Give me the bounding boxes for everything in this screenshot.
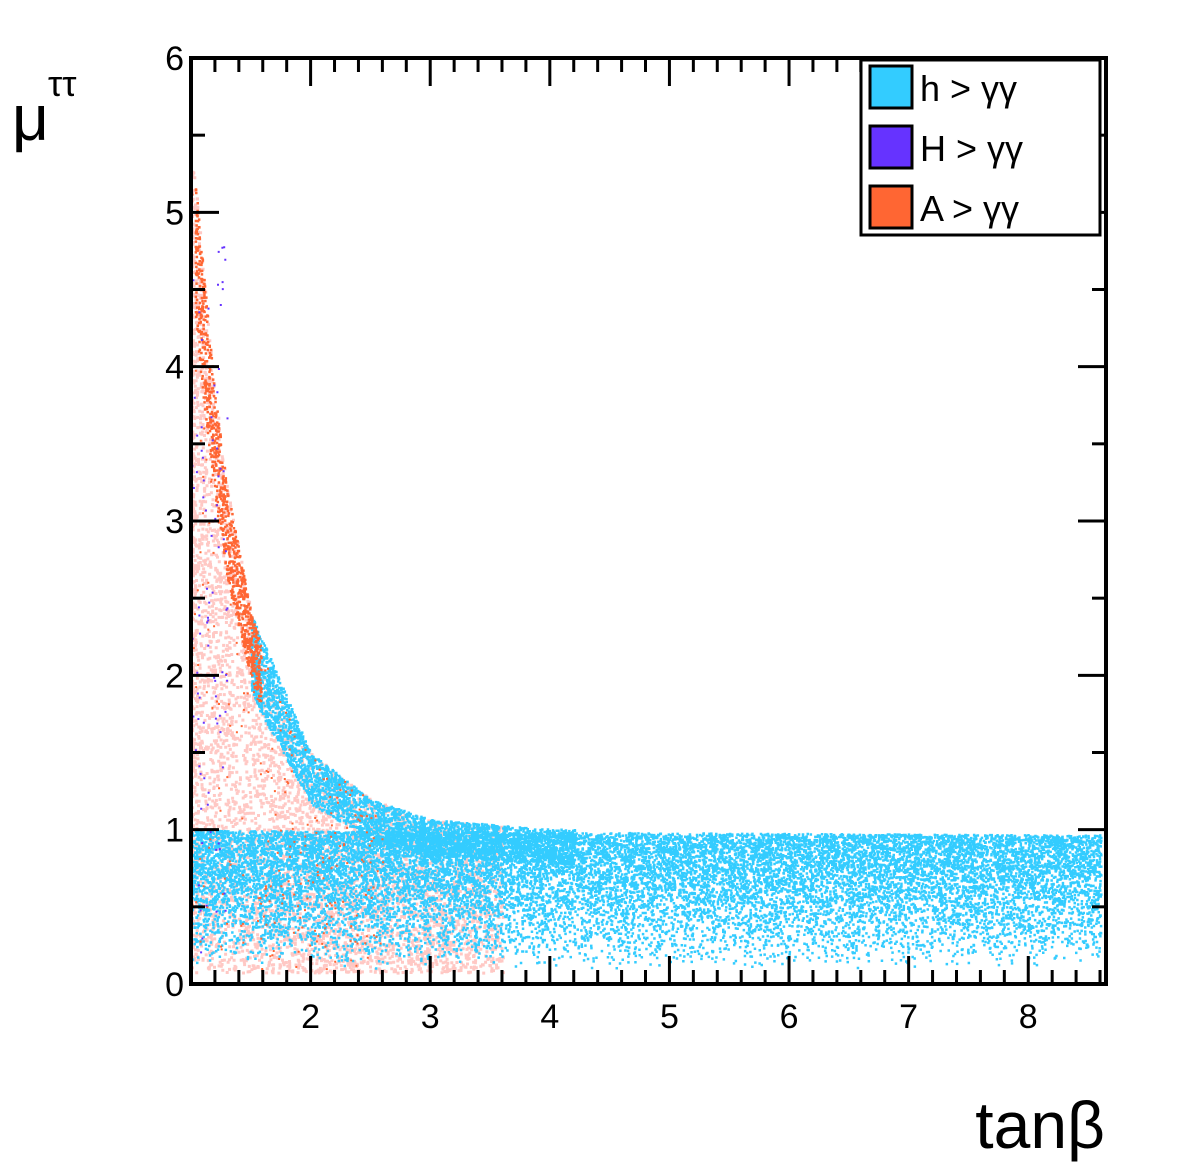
y-tick-label: 5 <box>165 194 184 232</box>
series-points-h <box>191 616 1103 970</box>
x-tick-label: 3 <box>421 998 440 1036</box>
tick-labels: 2 3 4 5 6 7 8 0 1 2 3 4 5 6 <box>165 40 1038 1036</box>
x-tick-label: 2 <box>301 998 320 1036</box>
series-points-A <box>191 188 385 971</box>
legend-swatch-A <box>868 184 914 230</box>
scatter-points <box>191 170 1103 985</box>
y-axis-title: μ ττ <box>12 63 76 154</box>
x-tick-label: 6 <box>780 998 799 1036</box>
svg-text:ττ: ττ <box>48 63 76 104</box>
y-tick-label: 3 <box>165 503 184 541</box>
x-axis-title: tanβ <box>975 1088 1105 1162</box>
legend: h > γγ H > γγ A > γγ <box>859 58 1102 237</box>
x-tick-label: 4 <box>540 998 559 1036</box>
x-tick-label: 8 <box>1019 998 1038 1036</box>
series-points-A-fill <box>191 170 505 975</box>
y-tick-label: 2 <box>165 657 184 695</box>
y-tick-label: 0 <box>165 966 184 1004</box>
y-tick-label: 1 <box>165 812 184 850</box>
legend-label-A: A > γγ <box>920 188 1019 229</box>
legend-label-H: H > γγ <box>920 128 1023 169</box>
x-tick-label: 7 <box>899 998 918 1036</box>
legend-label-h: h > γγ <box>920 68 1017 109</box>
svg-text:μ: μ <box>12 82 49 154</box>
y-tick-label: 6 <box>165 40 184 78</box>
x-tick-label: 5 <box>660 998 679 1036</box>
axis-ticks <box>191 56 1106 986</box>
legend-swatch-H <box>868 124 914 170</box>
legend-swatch-h <box>868 64 914 110</box>
y-tick-label: 4 <box>165 349 184 387</box>
